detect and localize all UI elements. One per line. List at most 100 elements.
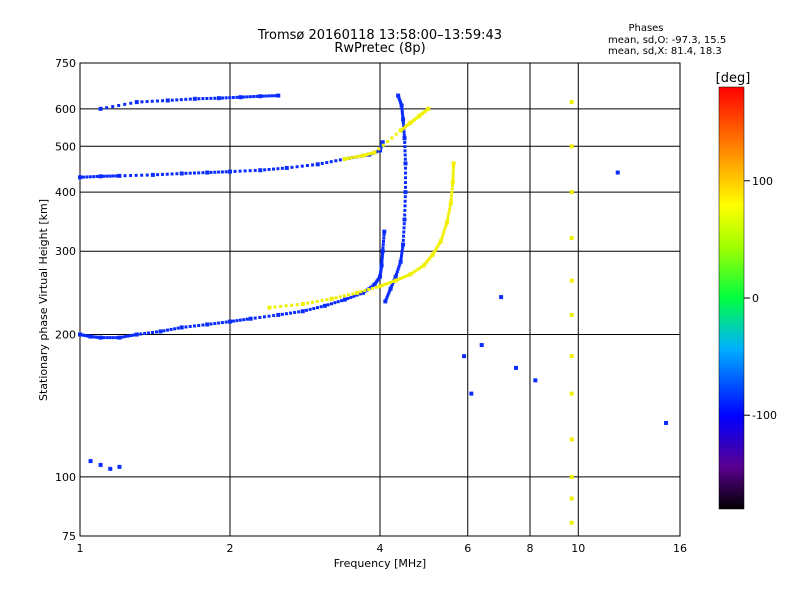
data-point — [184, 97, 188, 101]
data-point — [156, 173, 160, 177]
data-point — [514, 365, 519, 370]
data-point — [205, 322, 210, 327]
data-point — [192, 324, 196, 328]
data-point — [397, 265, 401, 269]
data-point — [428, 256, 432, 260]
data-point — [380, 254, 384, 258]
data-point — [400, 108, 404, 112]
x-tick-label: 4 — [377, 542, 384, 555]
data-point — [188, 171, 192, 175]
data-point — [134, 173, 138, 177]
data-point — [342, 297, 347, 302]
data-point — [399, 277, 403, 281]
data-point — [258, 315, 262, 319]
data-point — [426, 106, 431, 111]
data-point — [145, 173, 149, 177]
x-tick-label: 10 — [571, 542, 585, 555]
data-point — [289, 311, 293, 315]
data-point — [170, 98, 174, 102]
data-point — [188, 324, 192, 328]
data-point — [569, 190, 574, 195]
data-point — [441, 233, 445, 237]
data-point — [175, 172, 179, 176]
data-point — [267, 305, 272, 310]
data-point — [145, 100, 149, 104]
data-point — [94, 335, 98, 339]
data-point — [334, 159, 338, 163]
data-point — [425, 260, 429, 264]
data-point — [81, 175, 85, 179]
data-point — [396, 278, 400, 282]
data-point — [402, 234, 406, 238]
data-point — [111, 105, 115, 109]
x-tick-label: 6 — [464, 542, 471, 555]
data-point — [401, 121, 405, 125]
data-point — [175, 98, 179, 102]
data-point — [385, 295, 389, 299]
data-point — [248, 95, 252, 99]
data-point — [381, 243, 385, 247]
colorbar-unit: [deg] — [716, 71, 751, 86]
data-point — [370, 286, 374, 290]
data-point — [105, 106, 109, 110]
data-point — [349, 295, 353, 299]
data-point — [451, 165, 455, 169]
data-point — [352, 294, 356, 298]
data-point — [293, 310, 297, 314]
data-point — [387, 291, 391, 295]
data-point — [319, 305, 323, 309]
data-point — [85, 175, 89, 179]
data-point — [267, 314, 271, 318]
y-tick-label: 100 — [55, 471, 76, 484]
data-point — [402, 217, 407, 222]
data-point — [367, 152, 371, 156]
data-point — [179, 325, 184, 330]
data-point — [438, 239, 443, 244]
data-point — [151, 330, 155, 334]
data-point — [330, 302, 334, 306]
data-point — [450, 187, 454, 191]
data-point — [162, 329, 166, 333]
data-point — [451, 171, 455, 175]
data-point — [413, 117, 417, 121]
data-point — [129, 174, 133, 178]
data-point — [334, 296, 338, 300]
data-point — [433, 248, 437, 252]
data-point — [252, 95, 256, 99]
data-point — [451, 168, 455, 172]
data-point — [436, 244, 440, 248]
data-point — [170, 172, 174, 176]
data-point — [403, 125, 407, 129]
data-points — [78, 93, 669, 525]
data-point — [150, 99, 154, 103]
data-point — [403, 190, 408, 195]
data-point — [446, 214, 450, 218]
data-point — [394, 272, 398, 276]
data-point — [388, 289, 392, 293]
data-point — [403, 145, 407, 149]
data-point — [411, 119, 415, 123]
data-point — [397, 97, 401, 101]
data-point — [98, 174, 103, 179]
data-point — [147, 331, 151, 335]
data-point — [363, 289, 367, 293]
data-point — [311, 163, 315, 167]
data-point — [379, 271, 383, 275]
data-point — [102, 336, 106, 340]
data-point — [176, 326, 180, 330]
data-point — [372, 150, 377, 155]
data-point — [139, 332, 143, 336]
data-point — [408, 121, 413, 126]
data-point — [108, 466, 113, 471]
data-point — [450, 184, 454, 188]
data-point — [158, 329, 163, 334]
data-point — [342, 294, 346, 298]
data-point — [346, 297, 350, 301]
data-point — [220, 170, 224, 174]
data-point — [117, 173, 122, 178]
data-point — [140, 173, 144, 177]
data-point — [98, 106, 103, 111]
data-point — [400, 248, 404, 252]
data-point — [258, 94, 263, 99]
data-point — [446, 217, 450, 221]
